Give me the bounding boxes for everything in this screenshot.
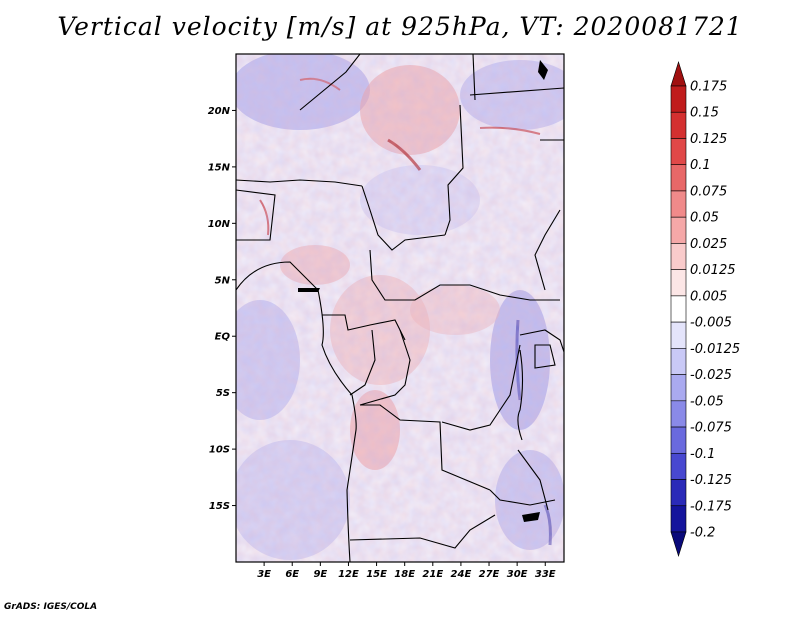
colorbar-label: -0.075 [690, 421, 732, 436]
colorbar-swatch [670, 295, 687, 323]
lat-tick-label: 5S [216, 388, 230, 399]
colorbar-swatch [670, 531, 687, 558]
colorbar-swatch [670, 505, 687, 533]
colorbar-label: -0.175 [690, 499, 732, 514]
colorbar-label: 0.075 [690, 184, 727, 199]
colorbar-swatch [670, 138, 687, 166]
colorbar-label: -0.125 [690, 473, 732, 488]
lat-tick-label: 10S [209, 445, 230, 456]
colorbar-swatch [670, 400, 687, 428]
colorbar-swatch [670, 164, 687, 192]
lon-tick-label: 18E [394, 569, 415, 580]
lat-tick-label: 10N [208, 219, 231, 230]
colorbar-swatch [670, 190, 687, 218]
lon-tick-label: 30E [507, 569, 528, 580]
vertical-velocity-field [236, 54, 564, 562]
lon-tick-label: 24E [451, 569, 472, 580]
colorbar-swatch [670, 426, 687, 454]
colorbar-label: 0.005 [690, 289, 727, 304]
colorbar-swatch [670, 216, 687, 244]
colorbar-label: -0.05 [690, 394, 724, 409]
lon-tick-label: 9E [313, 569, 327, 580]
colorbar-label: 0.175 [690, 80, 727, 95]
colorbar: 0.175 0.15 0.125 0.1 0.075 0.05 0.025 0.0125 0.0… [670, 60, 740, 558]
colorbar-label: -0.2 [690, 526, 715, 541]
colorbar-label: -0.005 [690, 316, 732, 331]
colorbar-swatch [670, 85, 687, 113]
colorbar-swatch [670, 479, 687, 507]
colorbar-label: 0.025 [690, 237, 727, 252]
colorbar-swatch [670, 452, 687, 480]
lat-tick-label: 15N [208, 162, 231, 173]
lon-tick-label: 21E [422, 569, 443, 580]
map-frame [235, 53, 565, 563]
colorbar-swatch [670, 243, 687, 270]
colorbar-label: -0.1 [690, 447, 715, 462]
colorbar-swatch [670, 60, 687, 87]
latitude-axis: 20N 15N 10N 5N EQ 5S 10S 15S [208, 106, 236, 512]
colorbar-swatch [670, 374, 687, 402]
colorbar-label: 0.0125 [690, 263, 736, 278]
colorbar-label: 0.05 [690, 211, 719, 226]
colorbar-swatch [670, 111, 687, 139]
longitude-axis: 3E 6E 9E 12E 15E 18E 21E 24E 27E 30E 33E [257, 562, 556, 580]
lon-tick-label: 3E [257, 569, 271, 580]
lon-tick-label: 6E [285, 569, 299, 580]
colorbar-label: 0.1 [690, 158, 711, 173]
lat-tick-label: 5N [215, 275, 231, 286]
lon-tick-label: 15E [366, 569, 387, 580]
lat-tick-label: EQ [215, 332, 231, 343]
lon-tick-label: 27E [479, 569, 500, 580]
lon-tick-label: 33E [535, 569, 556, 580]
footer-credit: GrADS: IGES/COLA [4, 602, 98, 612]
lat-tick-label: 20N [208, 106, 231, 117]
colorbar-swatch [670, 321, 687, 349]
lat-tick-label: 15S [209, 501, 230, 512]
colorbar-swatch [670, 348, 687, 375]
colorbar-label: -0.0125 [690, 342, 740, 357]
lon-tick-label: 12E [338, 569, 359, 580]
colorbar-label: 0.125 [690, 132, 727, 147]
colorbar-swatch [670, 269, 687, 297]
colorbar-label: -0.025 [690, 368, 732, 383]
colorbar-label: 0.15 [690, 106, 719, 121]
chart-title: Vertical velocity [m/s] at 925hPa, VT: 2… [57, 12, 743, 41]
